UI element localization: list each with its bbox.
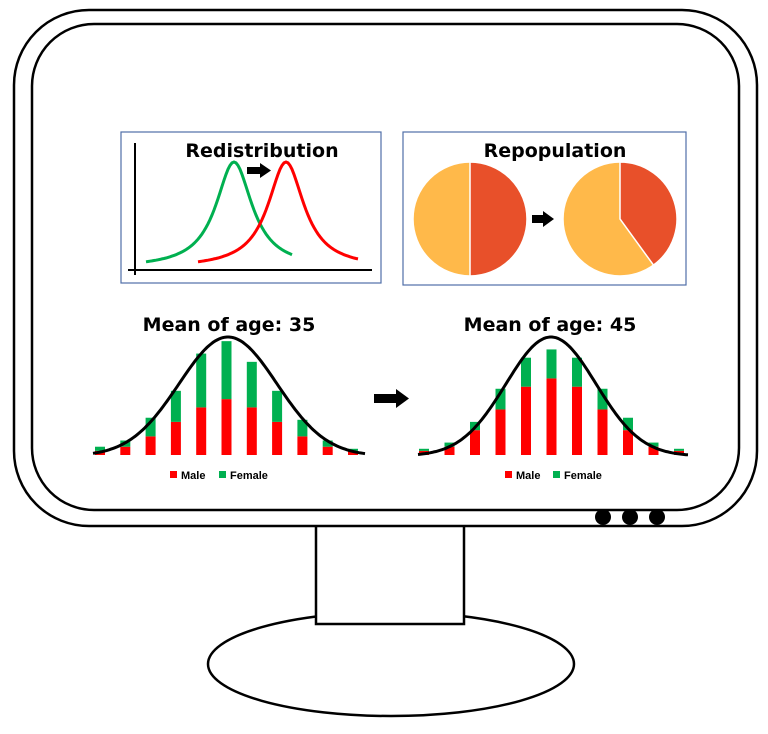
age-chart-before-bar-female-3 [170,390,181,422]
arrow-right-icon [374,389,409,408]
age-chart-before-legend: Male Female [170,470,268,482]
age-chart-after-bar-male-3 [495,409,506,455]
legend-male-label: Male [516,470,540,482]
age-chart-before-bar-male-1 [120,446,131,455]
age-chart-after-bar-male-9 [648,446,659,455]
age-chart-before: Mean of age: 35 Male Female [92,314,366,482]
age-chart-before-bar-male-3 [170,421,181,455]
age-chart-after-curve [417,335,689,457]
legend-male-label: Male [181,470,205,482]
legend-female-label: Female [564,470,602,482]
age-chart-before-bar-female-10 [348,448,358,451]
age-chart-before-bar-female-4 [196,353,207,408]
age-chart-before-bar-female-9 [322,440,333,447]
arrow-right-icon [247,163,271,178]
age-chart-before-title: Mean of age: 35 [143,314,316,336]
distribution-curve-after [197,160,359,264]
age-chart-after: Mean of age: 45 Male Female [417,314,689,482]
age-chart-before-bar-female-0 [95,446,105,451]
age-chart-before-bar-male-7 [272,421,283,455]
distribution-curve-before [145,160,293,264]
age-chart-after-bar-female-3 [495,388,506,410]
monitor-button-2[interactable] [622,509,638,525]
age-chart-after-bar-male-6 [572,386,582,455]
monitor-button-1[interactable] [595,509,611,525]
age-chart-before-bar-male-2 [145,436,156,455]
monitor-button-3[interactable] [649,509,665,525]
age-chart-after-bar-female-6 [572,357,582,387]
age-chart-after-bar-female-5 [546,349,557,379]
age-chart-before-bar-male-4 [196,407,207,455]
monitor-stand-base [206,610,576,718]
age-chart-after-bar-female-1 [444,442,455,447]
redistribution-title: Redistribution [185,140,338,162]
legend-male-swatch [170,471,177,478]
age-chart-after-legend: Male Female [505,470,602,482]
age-chart-before-bar-male-5 [221,399,232,455]
age-chart-after-bar-female-8 [623,417,633,431]
age-chart-after-bar-male-5 [546,378,557,455]
age-chart-after-bar-female-7 [597,388,608,410]
age-chart-before-curve [92,335,366,456]
age-chart-after-bar-female-0 [419,448,429,451]
age-chart-before-bar-female-5 [221,341,232,400]
age-chart-before-bar-female-6 [246,361,257,408]
monitor-stand-neck [314,518,466,626]
age-chart-after-bar-male-2 [470,430,480,455]
age-chart-before-bar-male-9 [322,446,333,455]
repopulation-panel: Repopulation [402,131,687,286]
age-chart-before-bar-female-7 [272,390,283,422]
legend-female-swatch [553,471,560,478]
pie-before-slice-minor [469,161,528,277]
age-chart-after-title: Mean of age: 45 [464,314,637,336]
pie-after-slice-minor [619,161,678,267]
legend-female-label: Female [230,470,268,482]
age-chart-after-bar-male-4 [521,386,531,455]
legend-female-swatch [219,471,226,478]
age-chart-after-bar-female-9 [648,442,659,447]
age-chart-after-bar-female-10 [674,448,684,451]
arrow-right-icon [532,211,554,227]
redistribution-panel: Redistribution [120,131,382,284]
age-chart-before-bar-female-2 [145,417,156,437]
repopulation-title: Repopulation [484,140,627,162]
monitor-icon [12,8,759,718]
age-chart-before-bar-female-8 [297,419,308,437]
age-chart-after-bar-male-8 [623,430,633,455]
legend-male-swatch [505,471,512,478]
pie-before [412,161,528,277]
age-chart-before-bar-male-8 [297,436,308,455]
age-chart-after-bar-male-1 [444,446,455,455]
age-chart-after-bar-male-7 [597,409,608,455]
age-chart-after-bar-female-4 [521,357,531,387]
pie-after [562,161,678,277]
age-chart-before-bar-male-6 [246,407,257,455]
